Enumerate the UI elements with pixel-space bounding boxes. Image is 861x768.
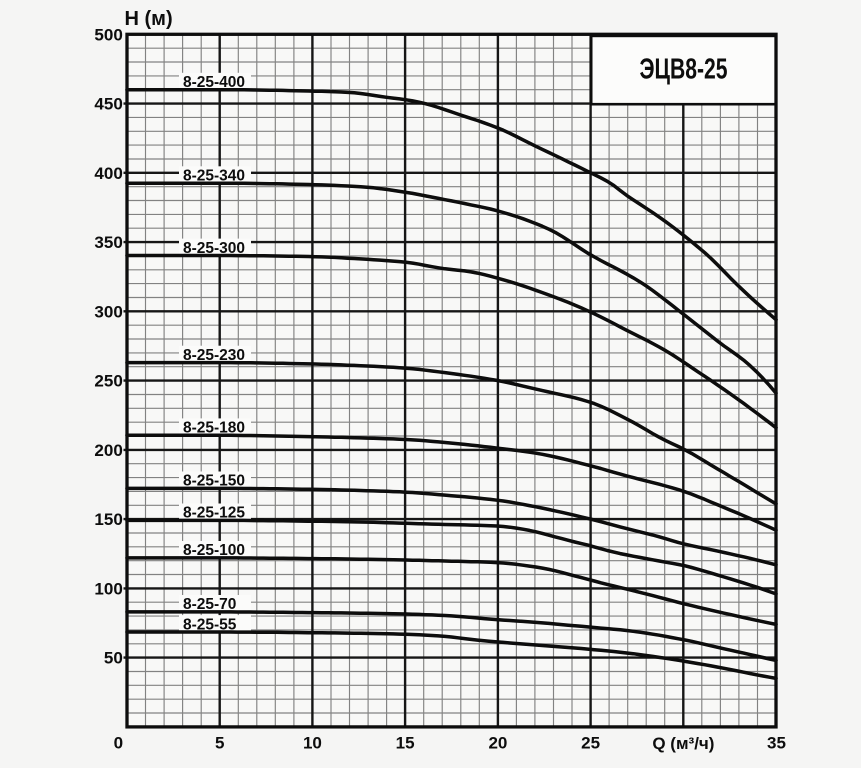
svg-text:400: 400 xyxy=(94,164,122,183)
svg-text:8-25-55: 8-25-55 xyxy=(183,616,237,633)
svg-text:50: 50 xyxy=(104,649,123,668)
svg-text:8-25-340: 8-25-340 xyxy=(183,168,245,185)
svg-text:350: 350 xyxy=(94,233,122,252)
svg-text:8-25-125: 8-25-125 xyxy=(183,505,245,522)
svg-text:250: 250 xyxy=(94,372,122,391)
svg-text:20: 20 xyxy=(488,734,507,753)
svg-text:8-25-400: 8-25-400 xyxy=(183,74,245,91)
svg-text:5: 5 xyxy=(215,734,224,753)
svg-text:150: 150 xyxy=(94,510,122,529)
svg-text:450: 450 xyxy=(94,95,122,114)
svg-text:200: 200 xyxy=(94,441,122,460)
svg-text:8-25-150: 8-25-150 xyxy=(183,473,245,490)
svg-text:35: 35 xyxy=(767,734,786,753)
svg-text:100: 100 xyxy=(94,580,122,599)
svg-text:Q (м³/ч): Q (м³/ч) xyxy=(652,734,714,753)
svg-text:ЭЦВ8-25: ЭЦВ8-25 xyxy=(640,54,728,86)
svg-text:8-25-230: 8-25-230 xyxy=(183,347,245,364)
svg-text:15: 15 xyxy=(396,734,415,753)
svg-text:10: 10 xyxy=(303,734,322,753)
svg-text:H (м): H (м) xyxy=(125,8,173,30)
svg-text:0: 0 xyxy=(114,734,123,753)
svg-text:8-25-70: 8-25-70 xyxy=(183,596,236,613)
svg-text:8-25-100: 8-25-100 xyxy=(183,542,245,559)
svg-text:8-25-300: 8-25-300 xyxy=(183,240,245,257)
svg-text:500: 500 xyxy=(94,25,122,44)
svg-text:25: 25 xyxy=(581,734,600,753)
svg-text:300: 300 xyxy=(94,302,122,321)
svg-text:8-25-180: 8-25-180 xyxy=(183,420,245,437)
